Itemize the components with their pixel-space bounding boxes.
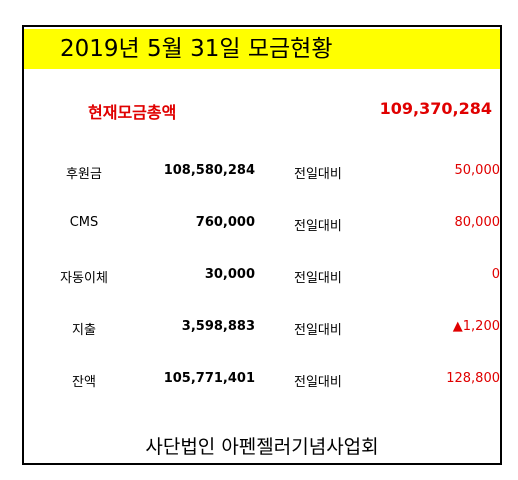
compare-label: 전일대비: [294, 167, 342, 182]
total-value: 109,370,284: [379, 99, 492, 118]
row-change: 80,000: [454, 215, 501, 230]
row-amount: 108,580,284: [163, 163, 255, 178]
compare-label: 전일대비: [294, 375, 342, 390]
row-change: 0: [491, 267, 500, 282]
title: 2019년 5월 31일 모금현황: [60, 36, 333, 62]
row-amount: 760,000: [195, 215, 255, 230]
row-label: 지출: [72, 323, 96, 338]
row-label: 자동이체: [60, 271, 108, 286]
row-amount: 3,598,883: [181, 319, 255, 334]
row-change: 50,000: [454, 163, 501, 178]
row-label: 후원금: [66, 167, 102, 182]
row-amount: 30,000: [204, 267, 255, 282]
compare-label: 전일대비: [294, 219, 342, 234]
row-label: CMS: [69, 215, 99, 230]
row-amount: 105,771,401: [163, 371, 255, 386]
footer: 사단법인 아펜젤러기념사업회: [145, 436, 379, 458]
total-label: 현재모금총액: [88, 103, 177, 122]
panel: 2019년 5월 31일 모금현황 현재모금총액 109,370,284 후원금…: [22, 25, 502, 465]
row-label: 잔액: [72, 375, 96, 390]
row-change: ▲1,200: [452, 319, 500, 334]
row-change: 128,800: [446, 371, 500, 386]
compare-label: 전일대비: [294, 323, 342, 338]
header-band: 2019년 5월 31일 모금현황: [24, 29, 500, 69]
compare-label: 전일대비: [294, 271, 342, 286]
